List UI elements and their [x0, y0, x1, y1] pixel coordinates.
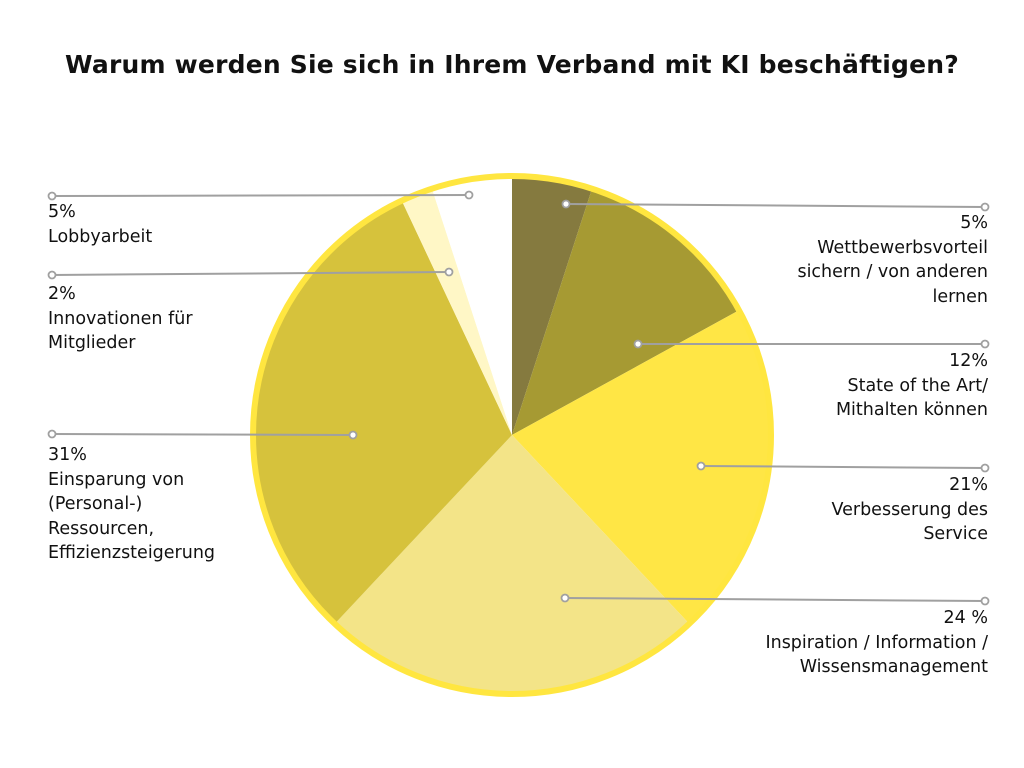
leader-dot-1-1 — [980, 339, 990, 349]
leader-line-6 — [51, 194, 470, 197]
slice-percent: 5% — [48, 202, 76, 222]
slice-label-line: Mitglieder — [48, 333, 136, 353]
slice-percent: 21% — [949, 475, 988, 495]
leader-dot-4-1 — [47, 429, 57, 439]
slice-label-1: 12% State of the Art/Mithalten können — [836, 349, 988, 423]
slice-label-line: Ressourcen, — [48, 518, 155, 539]
leader-dot-0-1 — [980, 202, 990, 212]
slice-label-line: Wissensmanagement — [799, 657, 988, 677]
pie-slice-2 — [512, 310, 770, 624]
slice-percent: 24 % — [943, 608, 988, 628]
slice-label-line: Lobbyarbeit — [48, 226, 153, 247]
slice-label-line: (Personal-) — [48, 494, 143, 514]
pie-slice-5 — [402, 189, 512, 435]
slice-label-line: lernen — [932, 286, 988, 307]
leader-dot-0-0 — [561, 199, 571, 209]
slice-label-line: Einsparung von — [48, 469, 185, 490]
slice-percent: 31% — [48, 445, 87, 465]
slice-label-line: Inspiration / Information / — [765, 632, 988, 653]
slice-label-line: Verbesserung des — [831, 499, 989, 520]
leader-dot-5-1 — [47, 270, 57, 280]
slice-label-line: sichern / von anderen — [797, 262, 988, 282]
slice-label-line: State of the Art/ — [847, 375, 988, 396]
chart-title: Warum werden Sie sich in Ihrem Verband m… — [64, 50, 960, 79]
leader-dot-2-0 — [696, 461, 706, 471]
slice-label-line: Mithalten können — [835, 400, 988, 420]
slice-label-6: 5% Lobbyarbeit — [48, 200, 152, 249]
leader-dot-6-0 — [464, 190, 474, 200]
pie-slice-1 — [512, 189, 739, 435]
leader-line-5 — [51, 271, 450, 276]
slice-label-0: 5% Wettbewerbsvorteil sichern / von andere… — [797, 211, 988, 309]
leader-dot-3-0 — [560, 593, 570, 603]
slice-label-line: Wettbewerbsvorteil — [817, 237, 988, 258]
leader-line-2 — [700, 465, 986, 469]
leader-dot-3-1 — [980, 596, 990, 606]
pie-slice-4 — [254, 201, 512, 624]
leader-line-3 — [564, 597, 986, 602]
pie-slice-3 — [335, 435, 689, 693]
pie-slice-6 — [432, 177, 512, 435]
slice-label-3: 24 % Inspiration / Information / Wissensma… — [765, 606, 988, 680]
leader-dot-5-0 — [444, 267, 454, 277]
slice-label-line: Effizienzsteigerung — [48, 543, 216, 563]
slice-label-line: Innovationen für — [48, 308, 193, 329]
slice-label-line: Service — [923, 524, 988, 544]
leader-dot-6-1 — [47, 191, 57, 201]
pie-slice-0 — [512, 177, 592, 435]
slice-label-4: 31% Einsparung von (Personal-) Ressourcen, E… — [48, 443, 215, 566]
slice-label-5: 2% Innovationen für Mitglieder — [48, 282, 193, 356]
slice-percent: 5% — [960, 213, 988, 233]
leader-line-0 — [565, 203, 986, 208]
leader-dot-2-1 — [980, 463, 990, 473]
slice-label-2: 21% Verbesserung des Service — [832, 473, 989, 547]
leader-line-4 — [51, 433, 354, 436]
leader-dot-1-0 — [633, 339, 643, 349]
slice-percent: 12% — [949, 351, 988, 371]
leader-dot-4-0 — [348, 430, 358, 440]
slice-percent: 2% — [48, 284, 76, 304]
